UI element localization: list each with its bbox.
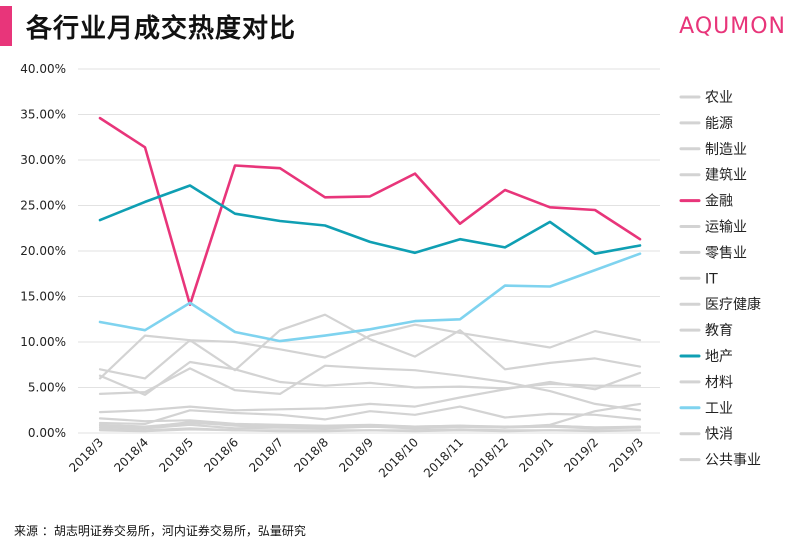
legend-label: 材料 [705, 375, 733, 391]
series-line-3 [98, 360, 642, 396]
series-line-4 [98, 116, 642, 307]
x-tick-label: 2018/3 [66, 435, 106, 475]
y-tick-label: 30.00% [20, 153, 66, 167]
brand-logo: AQUMON [679, 14, 786, 39]
y-tick-label: 20.00% [20, 244, 66, 258]
legend-label: 制造业 [705, 142, 747, 158]
x-tick-label: 2018/8 [291, 435, 331, 475]
page-title: 各行业月成交热度对比 [26, 14, 297, 44]
title-accent-bar [0, 6, 12, 46]
legend-label: 地产 [705, 349, 733, 365]
legend-label: 医疗健康 [705, 296, 761, 313]
legend-label: 公共事业 [705, 453, 761, 469]
x-tick-label: 2018/9 [336, 435, 376, 475]
series-line-11 [98, 364, 642, 412]
source-note: 来源 ：胡志明证券交易所，河内证券交易所，弘量研究 [14, 524, 306, 538]
legend-label: 零售业 [705, 245, 747, 261]
y-tick-label: 40.00% [20, 62, 66, 76]
series-line-2 [98, 371, 642, 414]
x-tick-label: 2018/12 [466, 435, 511, 480]
legend-label: 工业 [705, 401, 733, 417]
y-tick-label: 5.00% [28, 381, 66, 395]
y-tick-label: 15.00% [20, 290, 66, 304]
legend-label: 农业 [705, 90, 733, 106]
y-tick-label: 10.00% [20, 335, 66, 349]
legend-label: 建筑业 [705, 168, 747, 184]
y-tick-label: 0.00% [28, 426, 66, 440]
x-tick-label: 2018/4 [111, 435, 151, 475]
series-line-6 [98, 323, 642, 380]
y-tick-label: 25.00% [20, 199, 66, 213]
y-tick-label: 35.00% [20, 108, 66, 122]
x-tick-label: 2018/11 [421, 435, 466, 480]
x-tick-label: 2019/2 [561, 435, 601, 475]
legend-label: 运输业 [705, 220, 747, 236]
x-tick-label: 2019/1 [516, 435, 556, 475]
x-tick-label: 2019/3 [606, 435, 646, 475]
series-line-12 [98, 252, 642, 343]
x-tick-label: 2018/7 [246, 435, 286, 475]
series-line-14 [98, 428, 642, 433]
legend-label: 能源 [705, 116, 733, 132]
series-line-10 [98, 184, 642, 255]
legend-label: IT [705, 271, 718, 287]
x-tick-label: 2018/6 [201, 435, 241, 475]
x-tick-label: 2018/5 [156, 435, 196, 475]
legend-label: 金融 [705, 194, 733, 210]
x-tick-label: 2018/10 [376, 435, 421, 480]
legend-label: 快消 [705, 427, 733, 443]
legend-label: 教育 [705, 323, 733, 339]
series-line-5 [98, 405, 642, 425]
series-line-13 [98, 421, 642, 430]
